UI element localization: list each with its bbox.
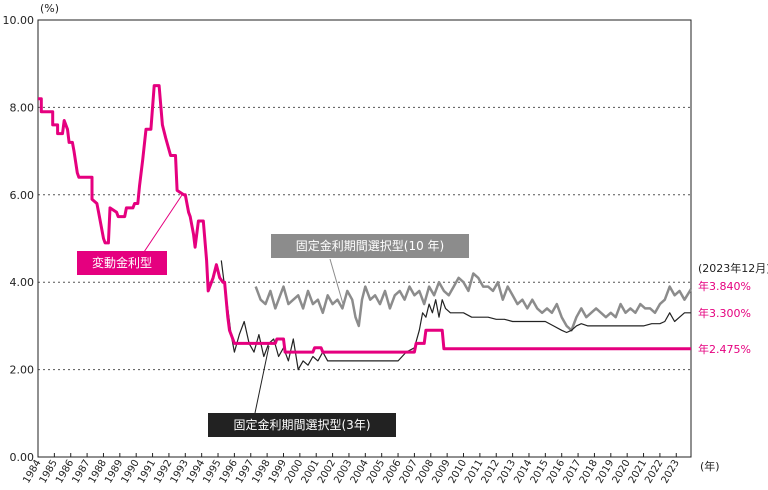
legend-box-fixed10 [271,234,469,258]
callout-line-fixed3 [254,345,270,414]
legend-box-variable [77,251,167,275]
end-date-label: (2023年12月) [698,261,768,275]
y-axis: 0.00 2.00 4.00 6.00 8.00 10.00 [3,14,35,464]
series-end-label-fixed10: 年3.840% [698,279,751,293]
series-line [220,260,691,371]
legend-label-variable: 変動金利型 [92,255,152,270]
y-tick-label: 2.00 [10,364,35,377]
plot-area-frame [37,19,692,458]
callout-line-fixed10 [329,258,344,305]
series-lines [38,84,693,371]
x-axis: 1984198519861987198819891990199119921993… [21,453,682,486]
grid [38,106,691,371]
y-tick-label: 0.00 [10,451,35,464]
x-axis-unit: (年) [700,459,720,473]
series-line [38,84,691,354]
y-tick-label: 10.00 [3,14,35,27]
y-tick-label: 6.00 [10,189,35,202]
y-tick-label: 4.00 [10,276,35,289]
y-tick-label: 8.00 [10,101,35,114]
series-end-label-fixed3: 年3.300% [698,306,751,320]
legend-box-fixed3 [208,413,396,437]
series-end-label-variable: 年2.475% [698,342,751,356]
series-line [254,272,693,332]
legend-label-fixed10: 固定金利期間選択型(10 年) [296,238,444,253]
y-axis-unit: (%) [40,2,59,15]
legend-label-fixed3: 固定金利期間選択型(3年) [234,417,371,432]
callout-line-variable [139,194,183,259]
